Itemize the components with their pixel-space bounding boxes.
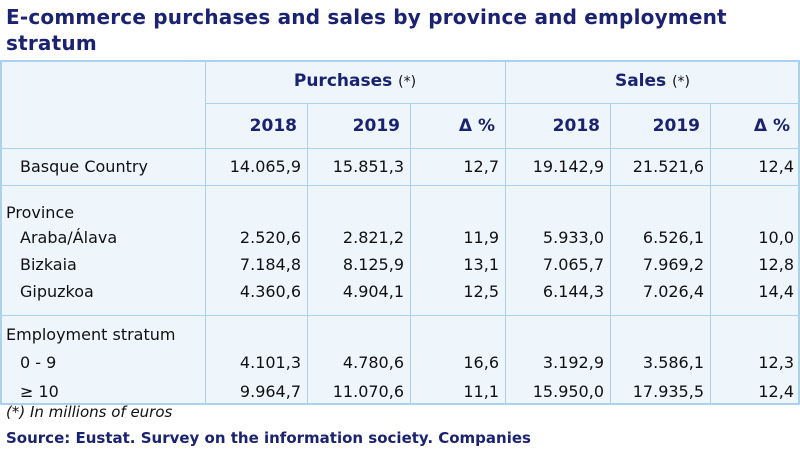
title: E-commerce purchases and sales by provin…: [6, 5, 727, 55]
cell: 13,1: [463, 255, 499, 274]
cell: 8.125,9: [342, 255, 404, 274]
footnote: (*) In millions of euros: [6, 403, 173, 421]
cell: 12,3: [758, 353, 794, 372]
divider: [410, 103, 411, 405]
row-label: Araba/Álava: [20, 228, 118, 247]
cell: 4.780,6: [342, 353, 404, 372]
cell: 5.933,0: [542, 228, 604, 247]
divider: [710, 103, 711, 405]
group-label: Sales: [614, 71, 667, 91]
cell: 14,4: [758, 282, 794, 301]
row-label: Bizkaia: [20, 255, 77, 274]
cell: 17.935,5: [632, 382, 704, 401]
cell: 2.520,6: [239, 228, 301, 247]
row-label: Basque Country: [20, 157, 148, 176]
cell: 11,9: [463, 228, 499, 247]
cell: 2.821,2: [342, 228, 404, 247]
group-note: (*): [672, 74, 691, 90]
divider: [307, 103, 308, 405]
divider: [205, 60, 206, 405]
row-label: 0 - 9: [20, 353, 57, 372]
cell: 6.144,3: [542, 282, 604, 301]
divider: [0, 148, 800, 149]
cell: 14.065,9: [229, 157, 301, 176]
cell: 12,8: [758, 255, 794, 274]
cell: 7.184,8: [239, 255, 301, 274]
column-header: 2018: [552, 116, 600, 136]
column-header: 2019: [352, 116, 400, 136]
border: [0, 60, 2, 405]
cell: 7.026,4: [642, 282, 704, 301]
section-heading: Employment stratum: [6, 325, 176, 344]
divider: [205, 103, 800, 104]
cell: 9.964,7: [239, 382, 301, 401]
divider: [610, 103, 611, 405]
cell: 4.101,3: [239, 353, 301, 372]
cell: 15.950,0: [532, 382, 604, 401]
source: Source: Eustat. Survey on the informatio…: [6, 429, 531, 447]
group-note: (*): [398, 74, 417, 90]
section-heading: Province: [6, 203, 75, 222]
cell: 12,5: [463, 282, 499, 301]
border: [0, 60, 800, 62]
cell: 3.586,1: [642, 353, 704, 372]
row-label: Gipuzkoa: [20, 282, 94, 301]
cell: 12,4: [758, 382, 794, 401]
cell: 10,0: [758, 228, 794, 247]
row-label: ≥ 10: [20, 382, 59, 401]
cell: 6.526,1: [642, 228, 704, 247]
cell: 3.192,9: [542, 353, 604, 372]
divider: [505, 60, 506, 405]
cell: 19.142,9: [532, 157, 604, 176]
cell: 16,6: [463, 353, 499, 372]
group-header: Purchases (*): [205, 71, 505, 92]
divider: [0, 185, 800, 186]
column-header: Δ %: [458, 116, 495, 136]
cell: 4.904,1: [342, 282, 404, 301]
divider: [0, 315, 800, 316]
column-header: 2019: [652, 116, 700, 136]
group-header: Sales (*): [505, 71, 800, 92]
cell: 4.360,6: [239, 282, 301, 301]
cell: 21.521,6: [632, 157, 704, 176]
cell: 12,7: [463, 157, 499, 176]
cell: 11.070,6: [332, 382, 404, 401]
cell: 7.969,2: [642, 255, 704, 274]
cell: 12,4: [758, 157, 794, 176]
border: [798, 60, 800, 405]
column-header: 2018: [249, 116, 297, 136]
group-label: Purchases: [293, 71, 393, 91]
cell: 11,1: [463, 382, 499, 401]
table: Purchases (*) 2018 2019 Δ % Sales (*) 2018 201…: [0, 60, 800, 405]
cell: 7.065,7: [542, 255, 604, 274]
border: [0, 403, 800, 405]
cell: 15.851,3: [332, 157, 404, 176]
column-header: Δ %: [753, 116, 790, 136]
